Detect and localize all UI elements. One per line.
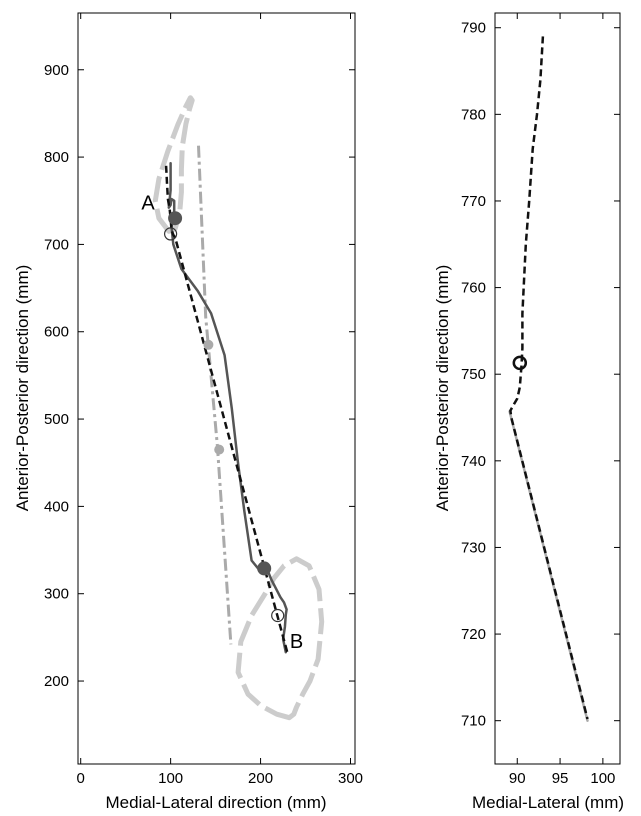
left-xtick-label: 200 xyxy=(248,770,273,787)
left-ytick-label: 700 xyxy=(44,236,69,253)
left-marker-5 xyxy=(214,444,225,455)
left-ytick-label: 600 xyxy=(44,324,69,341)
right-xtick-label: 100 xyxy=(590,770,615,787)
left-marker-4 xyxy=(203,339,214,350)
left-series-4-line xyxy=(164,165,289,654)
right-ytick-label: 760 xyxy=(461,280,486,297)
right-xlabel: Medial-Lateral (mm) xyxy=(472,793,624,812)
left-series-2-line xyxy=(197,145,233,645)
left-ytick-label: 900 xyxy=(44,62,69,79)
left-plot-annotations: AB xyxy=(141,193,303,653)
left-series-3-line xyxy=(167,161,288,654)
left-series-0-line xyxy=(152,95,195,234)
left-annotation-b: B xyxy=(290,631,303,653)
left-annotation-a: A xyxy=(141,193,155,215)
left-plot-data xyxy=(152,95,325,721)
left-ylabel: Anterior-Posterior direction (mm) xyxy=(13,265,32,512)
right-xtick-label: 95 xyxy=(552,770,569,787)
right-ytick-label: 730 xyxy=(461,539,486,556)
right-marker-0 xyxy=(512,355,528,371)
left-ytick-label: 500 xyxy=(44,411,69,428)
right-plot-ticks: 90 95 100 710 720 730 740 750 760 770 780 790 xyxy=(461,13,620,787)
right-xtick-label: 90 xyxy=(509,770,526,787)
left-marker-1 xyxy=(257,561,272,576)
right-ytick-label: 780 xyxy=(461,106,486,123)
left-xlabel: Medial-Lateral direction (mm) xyxy=(105,793,326,812)
right-ytick-label: 720 xyxy=(461,626,486,643)
left-ytick-label: 200 xyxy=(44,673,69,690)
right-plot-frame xyxy=(494,12,621,765)
right-ytick-label: 750 xyxy=(461,366,486,383)
left-series-1-line xyxy=(235,556,325,721)
right-ytick-label: 790 xyxy=(461,20,486,37)
right-ytick-label: 710 xyxy=(461,713,486,730)
right-plot-data xyxy=(508,36,589,722)
left-marker-0 xyxy=(168,211,183,226)
left-marker-2 xyxy=(164,227,178,241)
left-ytick-label: 300 xyxy=(44,586,69,603)
right-ytick-label: 740 xyxy=(461,453,486,470)
left-marker-3 xyxy=(271,608,285,623)
right-ylabel: Anterior-Posterior direction (mm) xyxy=(433,265,452,512)
left-xtick-label: 300 xyxy=(338,770,363,787)
left-ytick-label: 400 xyxy=(44,498,69,515)
right-ytick-label: 770 xyxy=(461,193,486,210)
left-xtick-label: 0 xyxy=(77,770,85,787)
left-plot-frame xyxy=(77,12,356,765)
left-plot-ticks: 0 100 200 300 200 300 400 500 600 700 800 900 xyxy=(44,13,363,787)
left-xtick-label: 100 xyxy=(158,770,183,787)
right-plot: 90 95 100 710 720 730 740 750 760 770 780 790 Media… xyxy=(433,12,624,812)
left-ytick-label: 800 xyxy=(44,149,69,166)
